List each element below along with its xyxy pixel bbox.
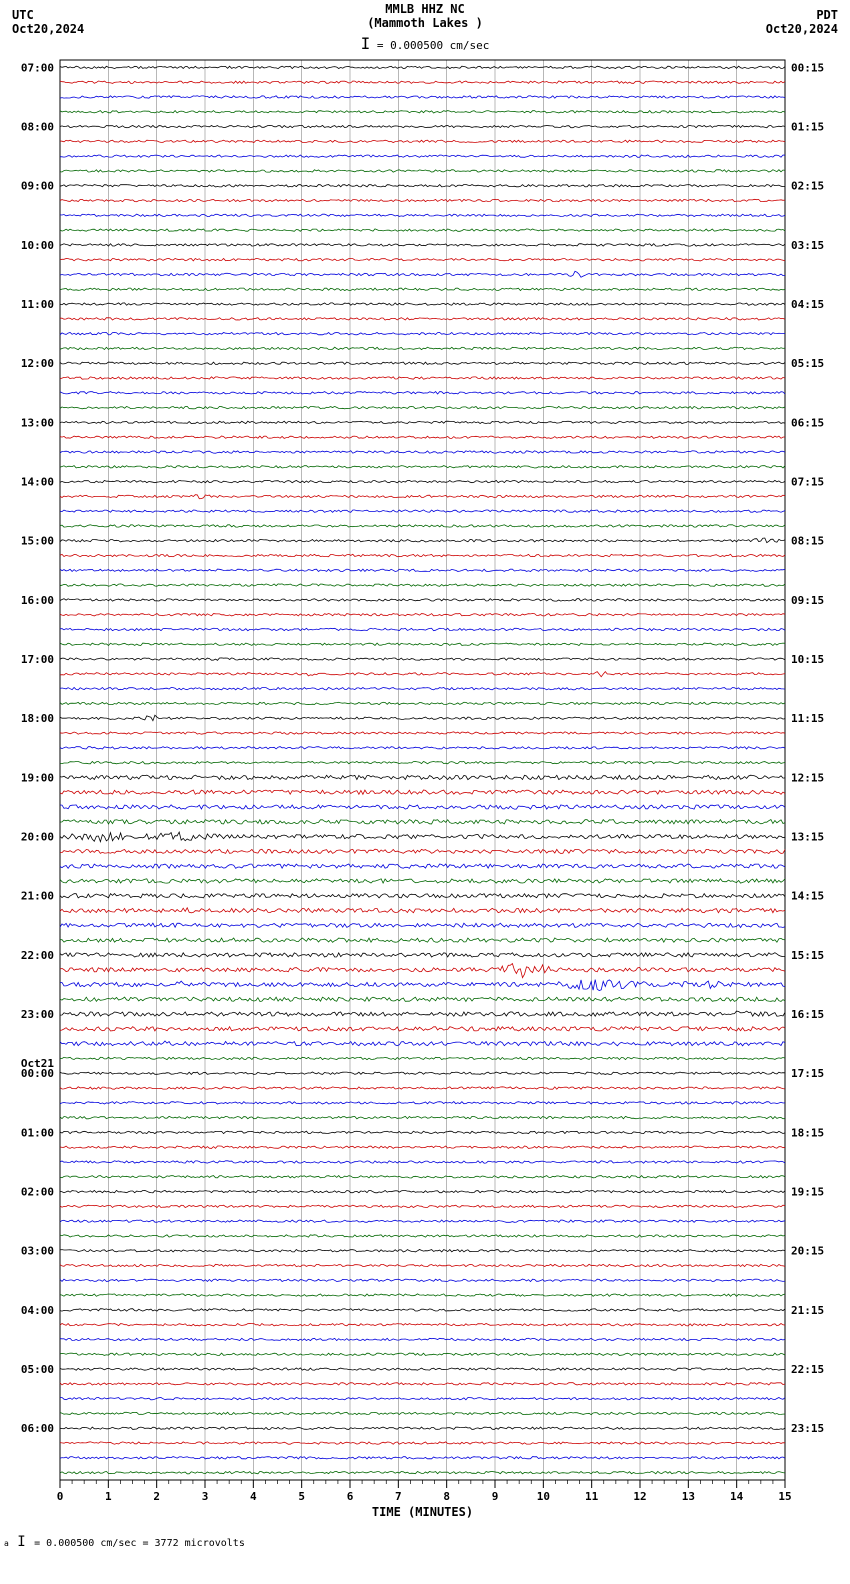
svg-text:22:15: 22:15 [791,1363,824,1376]
svg-text:16:15: 16:15 [791,1008,824,1021]
svg-text:TIME (MINUTES): TIME (MINUTES) [372,1505,473,1519]
seismogram-plot: 07:00 08:00 09:00 10:00 11:00 12:00 13:00 14:00… [0,50,850,1530]
svg-text:12:00: 12:00 [21,357,54,370]
svg-text:7: 7 [395,1490,402,1503]
svg-text:5: 5 [298,1490,305,1503]
svg-text:2: 2 [153,1490,160,1503]
svg-text:1: 1 [105,1490,112,1503]
svg-text:14: 14 [730,1490,744,1503]
date-left: Oct20,2024 [12,22,84,36]
svg-text:3: 3 [202,1490,209,1503]
svg-text:0: 0 [57,1490,64,1503]
svg-text:10: 10 [537,1490,550,1503]
svg-text:11:00: 11:00 [21,298,54,311]
svg-text:8: 8 [443,1490,450,1503]
svg-text:13:15: 13:15 [791,831,824,844]
svg-text:19:15: 19:15 [791,1186,824,1199]
date-right: Oct20,2024 [766,22,838,36]
svg-text:04:15: 04:15 [791,298,824,311]
svg-text:18:15: 18:15 [791,1126,824,1139]
svg-text:15:15: 15:15 [791,949,824,962]
header-left: UTC Oct20,2024 [12,8,84,36]
svg-text:20:00: 20:00 [21,831,54,844]
svg-text:18:00: 18:00 [21,712,54,725]
svg-text:06:15: 06:15 [791,416,824,429]
svg-text:10:00: 10:00 [21,239,54,252]
svg-text:07:15: 07:15 [791,476,824,489]
svg-text:06:00: 06:00 [21,1422,54,1435]
svg-text:17:15: 17:15 [791,1067,824,1080]
svg-text:12: 12 [633,1490,646,1503]
svg-text:21:00: 21:00 [21,890,54,903]
svg-text:08:15: 08:15 [791,535,824,548]
svg-text:10:15: 10:15 [791,653,824,666]
footer: a I = 0.000500 cm/sec = 3772 microvolts [0,1530,850,1550]
svg-text:23:15: 23:15 [791,1422,824,1435]
header-center: MMLB HHZ NC (Mammoth Lakes ) [367,2,483,30]
svg-text:13:00: 13:00 [21,416,54,429]
svg-text:13: 13 [682,1490,695,1503]
svg-text:11: 11 [585,1490,599,1503]
svg-text:16:00: 16:00 [21,594,54,607]
svg-text:02:15: 02:15 [791,180,824,193]
svg-text:05:15: 05:15 [791,357,824,370]
svg-text:4: 4 [250,1490,257,1503]
svg-text:05:00: 05:00 [21,1363,54,1376]
svg-text:09:00: 09:00 [21,180,54,193]
svg-text:14:00: 14:00 [21,476,54,489]
svg-text:08:00: 08:00 [21,121,54,134]
header-right: PDT Oct20,2024 [766,8,838,36]
tz-left-label: UTC [12,8,84,22]
svg-text:9: 9 [492,1490,499,1503]
station-id: MMLB HHZ NC [367,2,483,16]
svg-text:04:00: 04:00 [21,1304,54,1317]
svg-text:15: 15 [778,1490,791,1503]
svg-text:22:00: 22:00 [21,949,54,962]
chart-header: UTC Oct20,2024 MMLB HHZ NC (Mammoth Lake… [0,0,850,50]
svg-text:23:00: 23:00 [21,1008,54,1021]
svg-text:09:15: 09:15 [791,594,824,607]
svg-text:00:00: 00:00 [21,1067,54,1080]
svg-text:03:15: 03:15 [791,239,824,252]
svg-text:14:15: 14:15 [791,890,824,903]
svg-text:03:00: 03:00 [21,1245,54,1258]
svg-text:02:00: 02:00 [21,1186,54,1199]
svg-text:15:00: 15:00 [21,535,54,548]
svg-text:20:15: 20:15 [791,1245,824,1258]
svg-text:11:15: 11:15 [791,712,824,725]
svg-text:19:00: 19:00 [21,771,54,784]
svg-text:6: 6 [347,1490,354,1503]
station-loc: (Mammoth Lakes ) [367,16,483,30]
svg-text:21:15: 21:15 [791,1304,824,1317]
svg-text:00:15: 00:15 [791,61,824,74]
tz-right-label: PDT [766,8,838,22]
footer-text: = 0.000500 cm/sec = 3772 microvolts [34,1538,245,1549]
svg-text:01:00: 01:00 [21,1126,54,1139]
svg-text:12:15: 12:15 [791,771,824,784]
svg-text:07:00: 07:00 [21,61,54,74]
seismogram-svg: 07:00 08:00 09:00 10:00 11:00 12:00 13:00 14:00… [0,50,850,1530]
svg-text:01:15: 01:15 [791,121,824,134]
svg-text:17:00: 17:00 [21,653,54,666]
